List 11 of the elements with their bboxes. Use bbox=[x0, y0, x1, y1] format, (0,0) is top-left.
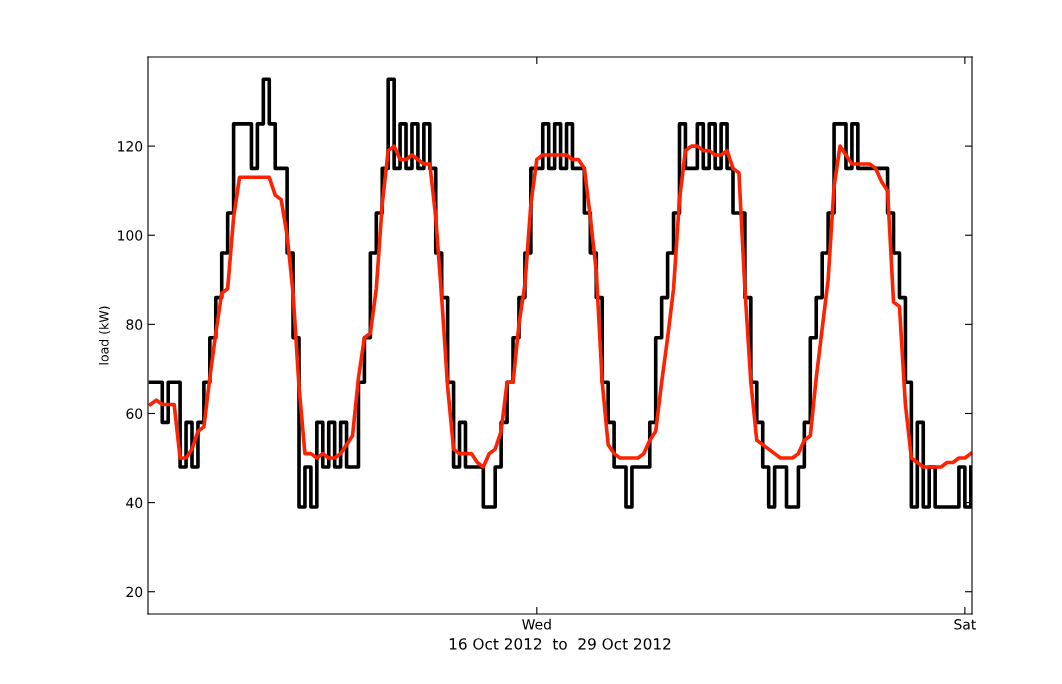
x-axis-title: 16 Oct 2012 to 29 Oct 2012 bbox=[449, 638, 671, 650]
y-tick-label: 40 bbox=[126, 497, 143, 509]
x-tick-label: Wed bbox=[522, 618, 551, 630]
x-tick-label: Sat bbox=[954, 619, 976, 630]
y-axis-title: load (kW) bbox=[98, 306, 111, 365]
y-tick-label: 100 bbox=[118, 230, 143, 241]
line-series bbox=[148, 144, 972, 469]
y-tick-label: 20 bbox=[126, 586, 143, 598]
y-tick-label: 60 bbox=[126, 408, 143, 419]
y-tick-label: 80 bbox=[126, 319, 143, 330]
y-tick-label: 120 bbox=[118, 141, 143, 152]
